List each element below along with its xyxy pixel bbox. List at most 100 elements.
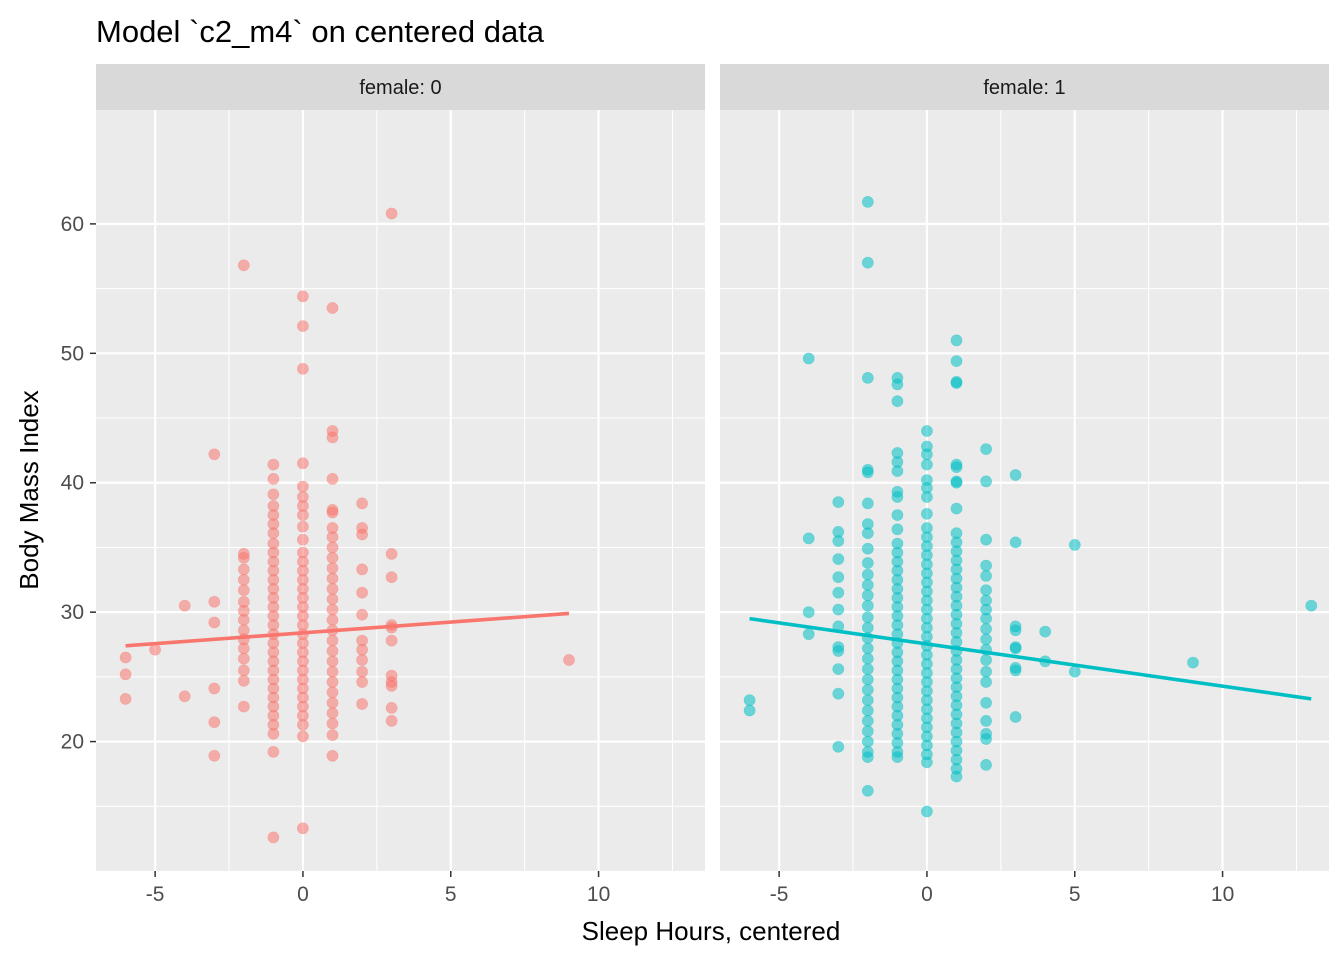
data-point	[861, 751, 874, 763]
data-point	[861, 497, 874, 510]
data-point	[950, 476, 963, 489]
data-point	[326, 302, 339, 314]
data-point	[208, 749, 221, 762]
y-tick-label: 30	[61, 601, 84, 624]
data-point	[326, 707, 339, 719]
data-point	[891, 395, 904, 408]
data-point	[891, 491, 904, 503]
data-point	[980, 696, 992, 709]
data-point	[743, 694, 756, 707]
data-point	[861, 557, 874, 569]
data-point	[326, 614, 339, 626]
data-point	[326, 729, 339, 741]
data-point	[237, 584, 250, 597]
data-point	[921, 805, 933, 818]
data-point	[296, 320, 309, 332]
data-point	[802, 352, 815, 365]
data-point	[1039, 625, 1052, 638]
data-point	[208, 448, 221, 461]
data-point	[980, 676, 992, 688]
data-point	[891, 509, 904, 521]
data-point	[861, 642, 874, 655]
facet-panel: female: 1	[720, 64, 1329, 871]
data-point	[861, 568, 874, 581]
data-point	[861, 715, 874, 727]
data-point	[326, 572, 339, 585]
data-point	[921, 458, 933, 471]
data-point	[296, 509, 309, 521]
x-tick-label: 10	[1211, 883, 1234, 906]
plot-panel-background	[720, 110, 1329, 871]
data-point	[237, 700, 250, 713]
data-point	[326, 686, 339, 699]
data-point	[385, 207, 398, 220]
data-point	[832, 645, 845, 657]
y-tick-label: 60	[61, 213, 84, 236]
data-point	[237, 614, 250, 626]
data-point	[296, 290, 309, 303]
data-point	[356, 608, 368, 621]
data-point	[832, 496, 845, 508]
data-point	[980, 633, 992, 646]
y-axis-label: Body Mass Index	[14, 390, 44, 589]
data-point	[980, 533, 992, 546]
data-point	[237, 551, 250, 564]
data-point	[208, 682, 221, 695]
data-point	[296, 457, 309, 470]
data-point	[980, 584, 992, 597]
data-point	[861, 611, 874, 624]
data-point	[385, 548, 398, 560]
data-point	[1009, 624, 1022, 637]
data-point	[891, 751, 904, 763]
data-point	[861, 621, 874, 634]
data-point	[237, 652, 250, 665]
data-point	[326, 531, 339, 543]
data-points	[119, 207, 575, 844]
data-point	[980, 665, 992, 678]
data-point	[208, 595, 221, 608]
data-point	[326, 634, 339, 647]
data-point	[980, 475, 992, 488]
data-point	[921, 507, 933, 520]
facet-strip	[720, 64, 1329, 110]
data-point	[119, 651, 132, 664]
x-axis: -5 0 5 10 -5 0 5 10	[146, 871, 1234, 906]
data-point	[802, 606, 815, 619]
data-point	[980, 443, 992, 455]
data-point	[356, 676, 368, 688]
data-point	[861, 256, 874, 269]
data-point	[891, 378, 904, 391]
data-point	[802, 628, 815, 641]
data-point	[326, 431, 339, 444]
data-point	[385, 634, 398, 647]
data-point	[267, 458, 280, 471]
data-point	[832, 603, 845, 616]
data-point	[356, 528, 368, 541]
data-point	[237, 674, 250, 687]
data-point	[861, 371, 874, 384]
data-point	[326, 562, 339, 575]
data-point	[326, 541, 339, 554]
data-point	[832, 571, 845, 584]
data-point	[356, 586, 368, 599]
data-point	[296, 822, 309, 835]
data-point	[980, 559, 992, 572]
data-point	[861, 725, 874, 738]
regression-line	[125, 611, 570, 648]
data-point	[861, 195, 874, 208]
data-point	[861, 784, 874, 797]
y-axis: 20 30 40 50 60	[61, 213, 96, 754]
x-tick-label: 0	[297, 883, 309, 906]
data-point	[237, 563, 250, 576]
data-point	[921, 448, 933, 461]
data-point	[832, 586, 845, 599]
facet-strip-label: female: 0	[359, 77, 441, 99]
data-point	[950, 355, 963, 367]
data-point	[1009, 642, 1022, 655]
data-point	[385, 715, 398, 727]
data-point	[385, 702, 398, 714]
data-point	[980, 623, 992, 635]
facet-panels: female: 0 female: 1	[96, 64, 1329, 871]
data-points	[743, 195, 1318, 818]
data-point	[832, 535, 845, 547]
